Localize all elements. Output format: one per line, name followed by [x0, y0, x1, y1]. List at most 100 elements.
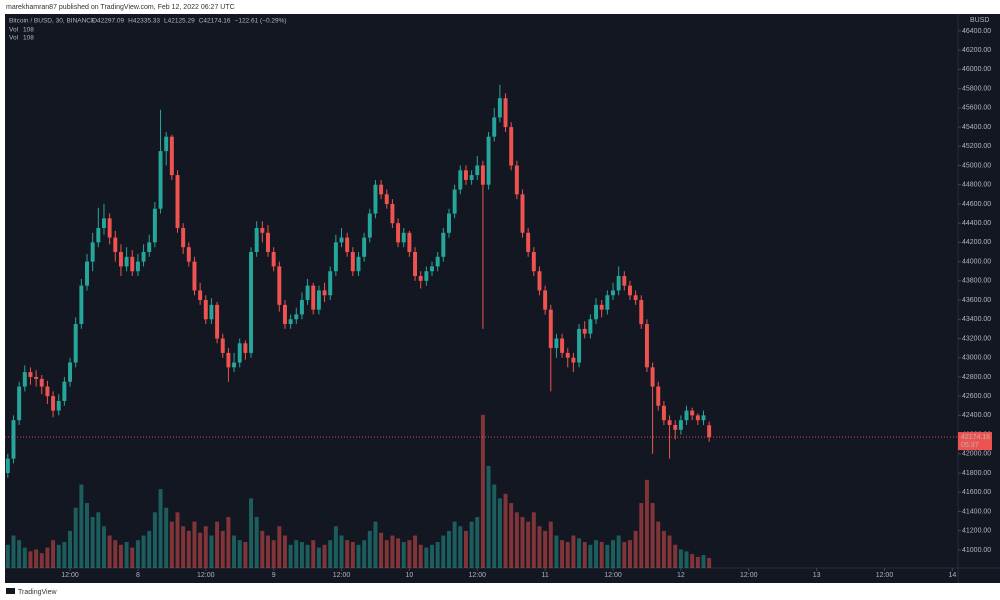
volume-bar	[667, 535, 672, 568]
candle-body	[486, 136, 491, 185]
candle-body	[68, 362, 73, 382]
candle-body	[554, 338, 559, 349]
candle-body	[695, 415, 700, 421]
candle-body	[537, 271, 542, 291]
volume-bar	[605, 544, 610, 568]
volume-bar	[186, 530, 191, 568]
candle-body	[639, 300, 644, 325]
volume-bar	[582, 542, 587, 568]
y-tick-label: 43200.00	[962, 335, 991, 342]
candle-body	[543, 290, 548, 310]
y-tick-label: 45600.00	[962, 105, 991, 112]
footer-logo: TradingView	[6, 588, 57, 596]
volume-bar	[616, 535, 621, 568]
volume-bar	[656, 521, 661, 568]
volume-bar	[51, 540, 56, 568]
volume-bar	[560, 540, 565, 568]
volume-bar	[379, 532, 384, 568]
candle-body	[401, 232, 406, 243]
candle-body	[707, 425, 712, 438]
x-tick-label: 9	[272, 572, 276, 579]
volume-bar	[526, 521, 531, 568]
candle-body	[475, 165, 480, 176]
volume-bar	[345, 540, 350, 568]
volume-bar	[413, 535, 418, 568]
candle-body	[175, 175, 180, 228]
volume-bar	[463, 530, 468, 568]
candle-body	[328, 271, 333, 296]
candle-body	[215, 304, 220, 339]
candle-body	[11, 420, 16, 459]
candle-body	[418, 276, 423, 281]
volume-bar	[130, 547, 135, 568]
y-tick-label: 44000.00	[962, 258, 991, 265]
candle-body	[577, 328, 582, 363]
volume-bar	[701, 555, 706, 568]
volume-bar	[39, 553, 44, 568]
y-tick-label: 43400.00	[962, 316, 991, 323]
candle-body	[605, 295, 610, 310]
x-tick-label: 12:00	[876, 572, 894, 579]
volume-bar	[384, 540, 389, 568]
volume-value: 108	[23, 27, 34, 34]
candle-body	[73, 324, 78, 363]
volume-bar	[486, 465, 491, 568]
x-tick-label: 12:00	[61, 572, 79, 579]
candle-body	[249, 252, 254, 353]
candle-body	[5, 458, 10, 474]
volume-bar	[232, 535, 237, 568]
x-tick-label: 12:00	[197, 572, 215, 579]
candle-body	[85, 261, 89, 286]
volume-bar	[56, 544, 61, 568]
symbol: Bitcoin / BUSD, 30, BINANCE	[9, 18, 96, 25]
candle-body	[469, 175, 474, 180]
candle-body	[458, 170, 463, 190]
volume-bar	[85, 503, 89, 568]
candle-body	[452, 189, 457, 214]
candle-body	[582, 328, 587, 334]
y-tick-label: 45200.00	[962, 143, 991, 150]
volume-bar	[328, 540, 333, 568]
candle-body	[594, 304, 599, 320]
volume-bar	[695, 556, 700, 568]
ohlc-value: L42125.29	[164, 18, 195, 25]
candle-body	[633, 295, 638, 301]
y-tick-label: 41400.00	[962, 508, 991, 515]
legend: Bitcoin / BUSD, 30, BINANCE O42297.09 H42…	[9, 18, 287, 42]
volume-bar	[571, 535, 576, 568]
volume-bar	[124, 542, 129, 568]
volume-bar	[367, 530, 372, 568]
volume-bar	[707, 557, 712, 568]
volume-bar	[452, 521, 457, 568]
candle-body	[424, 271, 429, 281]
ohlc-value: C42174.16	[199, 18, 231, 25]
candle-body	[147, 242, 152, 252]
candle-body	[430, 266, 434, 272]
volume-bar	[62, 542, 67, 568]
y-tick-label: 46200.00	[962, 47, 991, 54]
volume-bar	[79, 484, 84, 568]
candle-body	[113, 237, 118, 252]
candle-body	[571, 357, 576, 363]
candle-body	[181, 227, 186, 248]
candle-body	[333, 242, 338, 272]
volume-bar	[633, 530, 638, 568]
volume-bar	[401, 542, 406, 568]
candle-body	[158, 151, 163, 209]
candle-body	[497, 98, 502, 118]
volume-bar	[514, 512, 519, 568]
volume-bar	[118, 544, 123, 568]
volume-bar	[497, 498, 502, 568]
candle-body	[243, 343, 248, 353]
candle-body	[226, 352, 231, 368]
volume-bar	[237, 540, 242, 568]
candle-body	[548, 309, 553, 349]
candle-body	[492, 117, 497, 137]
ohlc-value: H42335.33	[128, 18, 160, 25]
candle-body	[316, 290, 321, 310]
y-tick-label: 44800.00	[962, 182, 991, 189]
candle-body	[51, 396, 56, 411]
candle-body	[644, 324, 649, 368]
candle-body	[62, 381, 67, 401]
candle-body	[34, 376, 39, 379]
